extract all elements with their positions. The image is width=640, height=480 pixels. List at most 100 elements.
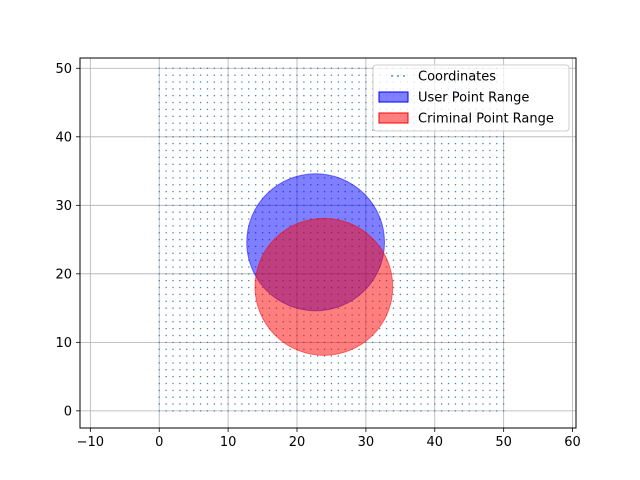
coordinate-point xyxy=(344,94,346,97)
coordinate-point xyxy=(392,211,395,213)
coordinate-point xyxy=(241,321,243,323)
coordinate-point xyxy=(199,252,202,255)
coordinate-point xyxy=(172,108,174,111)
coordinate-point xyxy=(282,177,284,179)
coordinate-point xyxy=(316,115,319,117)
coordinate-point xyxy=(241,122,243,124)
coordinate-point xyxy=(447,177,450,179)
coordinate-point xyxy=(213,225,216,227)
coordinate-point xyxy=(399,396,402,398)
coordinate-point xyxy=(468,259,470,261)
coordinate-point xyxy=(434,382,436,385)
coordinate-point xyxy=(358,67,360,70)
coordinate-point xyxy=(186,293,188,296)
coordinate-point xyxy=(227,300,229,302)
coordinate-point xyxy=(268,122,271,124)
coordinate-point xyxy=(413,177,415,179)
coordinate-point xyxy=(192,293,195,296)
coordinate-point xyxy=(351,170,353,172)
coordinate-point xyxy=(220,327,222,330)
coordinate-point xyxy=(502,190,505,193)
coordinate-point xyxy=(310,355,312,357)
coordinate-point xyxy=(337,410,340,412)
coordinate-point xyxy=(268,129,271,131)
coordinate-point xyxy=(213,204,216,207)
coordinate-point xyxy=(199,149,202,152)
coordinate-point xyxy=(344,163,346,165)
coordinate-point xyxy=(337,149,340,152)
coordinate-point xyxy=(406,204,408,207)
coordinate-point xyxy=(475,231,477,234)
coordinate-point xyxy=(399,334,402,337)
coordinate-point xyxy=(186,108,188,111)
coordinate-point xyxy=(234,197,236,200)
coordinate-point xyxy=(172,94,174,97)
coordinate-point xyxy=(337,108,340,111)
coordinate-point xyxy=(482,211,484,213)
coordinate-point xyxy=(199,74,202,76)
coordinate-point xyxy=(220,375,222,378)
coordinate-point xyxy=(392,307,395,309)
coordinate-point xyxy=(179,389,181,392)
coordinate-point xyxy=(248,67,250,70)
coordinate-point xyxy=(323,88,326,90)
coordinate-point xyxy=(454,225,457,227)
coordinate-point xyxy=(323,81,326,83)
coordinate-point xyxy=(406,245,408,248)
coordinate-point xyxy=(482,382,484,385)
coordinate-point xyxy=(468,197,470,200)
y-tick-label: 50 xyxy=(55,62,72,77)
coordinate-point xyxy=(296,74,298,76)
coordinate-point xyxy=(372,184,374,186)
legend-label: Criminal Point Range xyxy=(418,112,554,127)
coordinate-point xyxy=(434,375,436,378)
coordinate-point xyxy=(275,115,278,117)
coordinate-point xyxy=(254,177,257,179)
coordinate-point xyxy=(220,218,222,220)
coordinate-point xyxy=(172,321,174,323)
coordinate-point xyxy=(268,108,271,111)
coordinate-point xyxy=(282,122,284,124)
coordinate-point xyxy=(254,341,257,344)
coordinate-point xyxy=(502,238,505,241)
coordinate-point xyxy=(158,355,160,357)
coordinate-point xyxy=(220,314,222,316)
coordinate-point xyxy=(186,88,188,90)
coordinate-point xyxy=(482,341,484,344)
coordinate-point xyxy=(199,231,202,234)
coordinate-point xyxy=(434,190,436,193)
coordinate-point xyxy=(268,184,271,186)
coordinate-point xyxy=(440,355,443,357)
coordinate-point xyxy=(316,156,319,159)
coordinate-point xyxy=(158,190,160,193)
coordinate-point xyxy=(316,94,319,97)
coordinate-point xyxy=(220,286,222,289)
coordinate-point xyxy=(406,314,408,316)
coordinate-point xyxy=(440,348,443,350)
coordinate-point xyxy=(420,136,422,138)
legend-marker-coordinates xyxy=(391,75,393,77)
coordinate-point xyxy=(158,286,160,289)
coordinate-point xyxy=(392,204,395,207)
coordinate-point xyxy=(475,293,477,296)
coordinate-point xyxy=(434,286,436,289)
coordinate-point xyxy=(241,259,243,261)
coordinate-point xyxy=(385,204,388,207)
coordinate-point xyxy=(475,225,477,227)
coordinate-point xyxy=(489,225,491,227)
coordinate-point xyxy=(213,190,216,193)
coordinate-point xyxy=(316,375,319,378)
coordinate-point xyxy=(213,67,216,70)
coordinate-point xyxy=(206,238,209,241)
coordinate-point xyxy=(399,293,402,296)
coordinate-point xyxy=(254,122,257,124)
coordinate-point xyxy=(372,369,374,371)
coordinate-point xyxy=(227,245,229,248)
coordinate-point xyxy=(172,382,174,385)
coordinate-point xyxy=(179,225,181,227)
coordinate-point xyxy=(234,355,236,357)
coordinate-point xyxy=(468,321,470,323)
coordinate-point xyxy=(502,170,505,172)
coordinate-point xyxy=(447,362,450,364)
